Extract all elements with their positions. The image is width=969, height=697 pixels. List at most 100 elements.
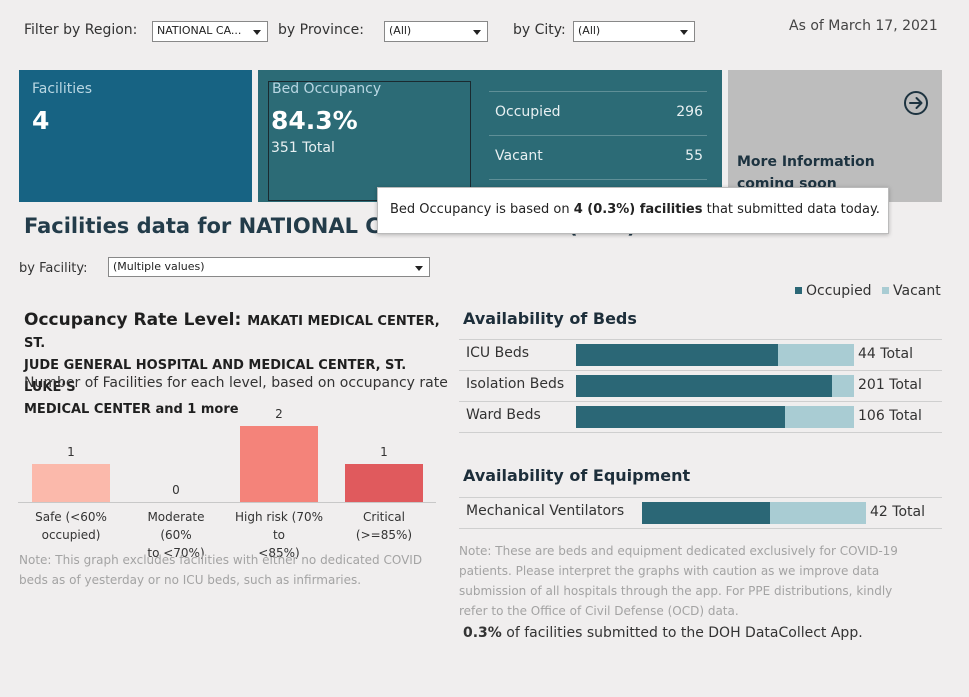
bar-value-label: 1 (380, 445, 388, 459)
chevron-down-icon (253, 30, 261, 35)
facilities-value: 4 (32, 106, 50, 135)
facility-select-value: (Multiple values) (113, 260, 205, 273)
occupancy-bar[interactable] (32, 464, 110, 502)
equipment-title: Availability of Equipment (463, 466, 691, 485)
more-info-line1: More Information (737, 154, 875, 170)
category-label: High risk (70% to <85%) (233, 508, 325, 562)
total-label: 42 Total (870, 504, 925, 520)
bed-occupancy-label: Bed Occupancy (272, 81, 382, 97)
vacant-bar[interactable] (778, 344, 854, 366)
row-divider (459, 497, 942, 498)
province-select[interactable]: (All) (384, 21, 488, 42)
category-label-line: Moderate (60% (147, 510, 205, 542)
chevron-down-icon (473, 30, 481, 35)
region-select[interactable]: NATIONAL CA... (152, 21, 268, 42)
total-label: 106 Total (858, 408, 922, 424)
category-label-line: Critical (>=85%) (355, 510, 413, 542)
tooltip-suffix: that submitted data today. (702, 202, 880, 217)
occupancy-bar[interactable] (345, 464, 423, 502)
region-filter-label: Filter by Region: (24, 22, 138, 38)
more-info-card[interactable]: More Information coming soon (728, 70, 942, 202)
occupancy-tooltip: Bed Occupancy is based on 4 (0.3%) facil… (377, 187, 889, 234)
city-select[interactable]: (All) (573, 21, 695, 42)
occupied-bar[interactable] (576, 344, 778, 366)
city-filter-label: by City: (513, 22, 566, 38)
vacant-bar[interactable] (785, 406, 854, 428)
total-label: 44 Total (858, 346, 913, 362)
occupancy-bar[interactable] (240, 426, 318, 502)
availability-note-l3: submission of all hospitals through the … (459, 584, 893, 598)
city-select-value: (All) (578, 24, 601, 37)
occupancy-facilities-l1: MAKATI MEDICAL CENTER, ST. (24, 314, 440, 351)
availability-row-label: Ward Beds (466, 407, 541, 423)
divider (489, 135, 707, 136)
region-select-value: NATIONAL CA... (157, 24, 242, 37)
legend-occupied-label: Occupied (806, 283, 872, 299)
facility-select[interactable]: (Multiple values) (108, 257, 430, 277)
row-divider (459, 528, 942, 529)
category-label-line: to <70%) (147, 546, 205, 560)
category-label-line: Safe (<60% (35, 510, 107, 524)
submission-rate-text: of facilities submitted to the DOH DataC… (501, 625, 863, 641)
vacant-label: Vacant (495, 148, 543, 164)
category-label: Moderate (60% to <70%) (130, 508, 222, 562)
occupied-swatch (795, 287, 802, 294)
occupied-label: Occupied (495, 104, 561, 120)
occupied-bar[interactable] (576, 406, 785, 428)
tooltip-prefix: Bed Occupancy is based on (390, 202, 574, 217)
vacant-value: 55 (685, 148, 703, 164)
submission-rate-value: 0.3% (463, 625, 502, 641)
bed-occupancy-card[interactable]: Bed Occupancy 84.3% 351 Total Occupied 2… (258, 70, 722, 202)
occupied-bar[interactable] (642, 502, 770, 524)
vacant-swatch (882, 287, 889, 294)
legend-vacant-label: Vacant (893, 283, 941, 299)
category-label-line: occupied) (41, 528, 101, 542)
province-filter-label: by Province: (278, 22, 364, 38)
chevron-down-icon (415, 266, 423, 271)
bar-value-label: 2 (275, 407, 283, 421)
submission-rate: 0.3% of facilities submitted to the DOH … (463, 625, 863, 641)
availability-row-label: ICU Beds (466, 345, 529, 361)
occupancy-facilities-l2: JUDE GENERAL HOSPITAL AND MEDICAL CENTER… (24, 358, 407, 395)
occupancy-title: Occupancy Rate Level: MAKATI MEDICAL CEN… (24, 310, 444, 420)
bed-occupancy-percent: 84.3% (271, 106, 358, 135)
vacant-bar[interactable] (770, 502, 866, 524)
bar-value-label: 0 (172, 483, 180, 497)
total-label: 201 Total (858, 377, 922, 393)
facility-filter-label: by Facility: (19, 261, 88, 276)
row-divider (459, 370, 942, 371)
category-label: Critical (>=85%) (338, 508, 430, 544)
row-divider (459, 432, 942, 433)
arrow-circle-right-icon[interactable] (903, 90, 929, 116)
vacant-bar[interactable] (832, 375, 854, 397)
occupancy-note-l1: Note: This graph excludes facilities wit… (19, 553, 423, 567)
occupancy-note: Note: This graph excludes facilities wit… (19, 550, 422, 590)
availability-row-label: Mechanical Ventilators (466, 503, 625, 519)
divider (489, 91, 707, 92)
category-label-line: <85%) (258, 546, 300, 560)
category-label: Safe (<60% occupied) (25, 508, 117, 544)
province-select-value: (All) (389, 24, 412, 37)
availability-note-l1: Note: These are beds and equipment dedic… (459, 544, 898, 558)
tooltip-bold: 4 (0.3%) facilities (573, 202, 703, 217)
selection-outline (268, 81, 471, 201)
facilities-card[interactable]: Facilities 4 (19, 70, 252, 202)
occupancy-chart: 1 Safe (<60% occupied) 0 Moderate (60% to <70… (18, 400, 436, 560)
row-divider (459, 401, 942, 402)
occupancy-subtitle: Number of Facilities for each level, bas… (24, 375, 448, 391)
occupied-bar[interactable] (576, 375, 832, 397)
occupancy-facilities-l3: MEDICAL CENTER and 1 more (24, 402, 239, 417)
row-divider (459, 339, 942, 340)
bar-value-label: 1 (67, 445, 75, 459)
chart-baseline (18, 502, 436, 503)
occupancy-title-label: Occupancy Rate Level: (24, 310, 242, 330)
legend-occupied: Occupied (795, 283, 872, 299)
availability-note-l2: patients. Please interpret the graphs wi… (459, 564, 880, 578)
chevron-down-icon (680, 30, 688, 35)
category-label-line: High risk (70% to (234, 510, 324, 542)
availability-note-l4: refer to the Office of Civil Defense (OC… (459, 604, 739, 618)
beds-title: Availability of Beds (463, 309, 637, 328)
occupied-value: 296 (676, 104, 703, 120)
legend-vacant: Vacant (882, 283, 941, 299)
bed-total: 351 Total (271, 140, 335, 156)
